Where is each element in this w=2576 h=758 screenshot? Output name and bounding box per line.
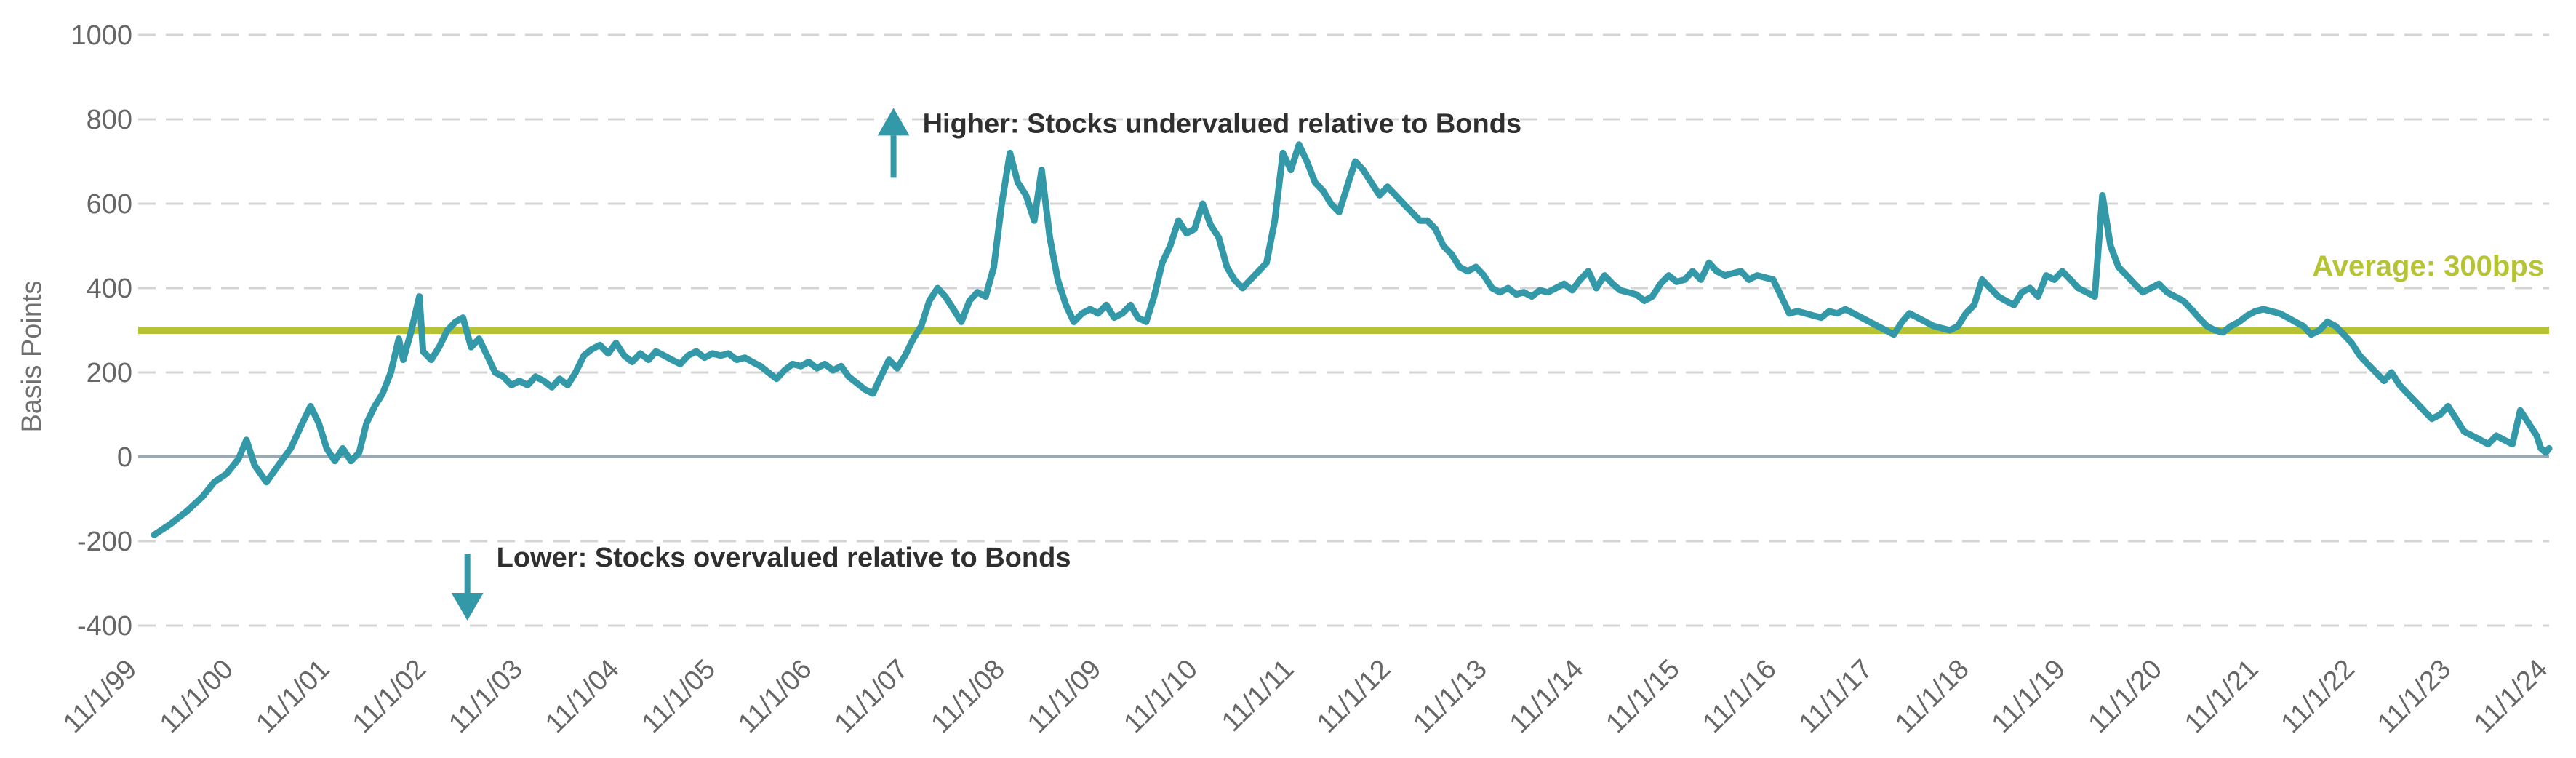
annotations: Higher: Stocks undervalued relative to B… [451, 108, 1522, 621]
x-tick-label: 11/1/16 [1697, 654, 1782, 739]
annotation-text: Higher: Stocks undervalued relative to B… [923, 108, 1522, 139]
arrow-up-stem [890, 135, 897, 178]
x-tick-label: 11/1/06 [732, 654, 817, 739]
x-tick-label: 11/1/18 [1889, 654, 1975, 739]
y-tick-label: 0 [117, 442, 132, 473]
x-tick-label: 11/1/00 [154, 654, 239, 739]
x-tick-label: 11/1/09 [1022, 654, 1107, 739]
average-label: Average: 300bps [2312, 250, 2544, 282]
y-axis-ticks: 1000 800 600 400 200 0 -200 -400 [71, 20, 132, 642]
x-tick-label: 11/1/13 [1407, 654, 1492, 739]
x-tick-label: 11/1/04 [540, 654, 625, 739]
x-tick-label: 11/1/12 [1311, 654, 1396, 739]
arrow-up-icon [877, 108, 910, 136]
x-tick-label: 11/1/02 [347, 654, 432, 739]
y-axis-label: Basis Points [17, 280, 47, 432]
x-tick-label: 11/1/05 [636, 654, 721, 739]
arrow-down-stem [464, 554, 471, 593]
x-tick-label: 11/1/22 [2276, 654, 2361, 739]
y-tick-label: 400 [87, 274, 132, 304]
x-tick-label: 11/1/14 [1504, 654, 1589, 739]
y-tick-label: -400 [77, 611, 132, 642]
x-tick-label: 11/1/23 [2372, 654, 2457, 739]
series-line [151, 141, 2553, 538]
x-tick-label: 11/1/17 [1793, 654, 1879, 739]
y-tick-label: 1000 [71, 20, 132, 51]
y-tick-label: 800 [87, 105, 132, 135]
y-tick-label: -200 [77, 527, 132, 557]
x-tick-label: 11/1/01 [250, 654, 335, 739]
annotation-up: Higher: Stocks undervalued relative to B… [877, 108, 1522, 178]
x-tick-label: 11/1/20 [2083, 654, 2168, 739]
average-line-group: Average: 300bps [138, 250, 2549, 334]
y-tick-label: 600 [87, 189, 132, 220]
x-tick-label: 11/1/15 [1600, 654, 1685, 739]
x-tick-label: 11/1/07 [829, 654, 914, 739]
x-axis-ticks: 11/1/99 11/1/00 11/1/01 11/1/02 11/1/03 11/1/… [57, 654, 2553, 739]
x-tick-label: 11/1/24 [2468, 654, 2553, 739]
x-tick-label: 11/1/99 [57, 654, 143, 739]
x-tick-label: 11/1/19 [1986, 654, 2071, 739]
x-tick-label: 11/1/10 [1119, 654, 1204, 739]
x-tick-label: 11/1/03 [443, 654, 528, 739]
annotation-text: Lower: Stocks overvalued relative to Bon… [497, 543, 1071, 573]
x-tick-label: 11/1/21 [2179, 654, 2264, 739]
x-tick-label: 11/1/11 [1216, 654, 1300, 738]
annotation-down: Lower: Stocks overvalued relative to Bon… [451, 543, 1071, 621]
y-tick-label: 200 [87, 358, 132, 388]
x-tick-label: 11/1/08 [926, 654, 1011, 739]
arrow-down-icon [451, 593, 484, 621]
